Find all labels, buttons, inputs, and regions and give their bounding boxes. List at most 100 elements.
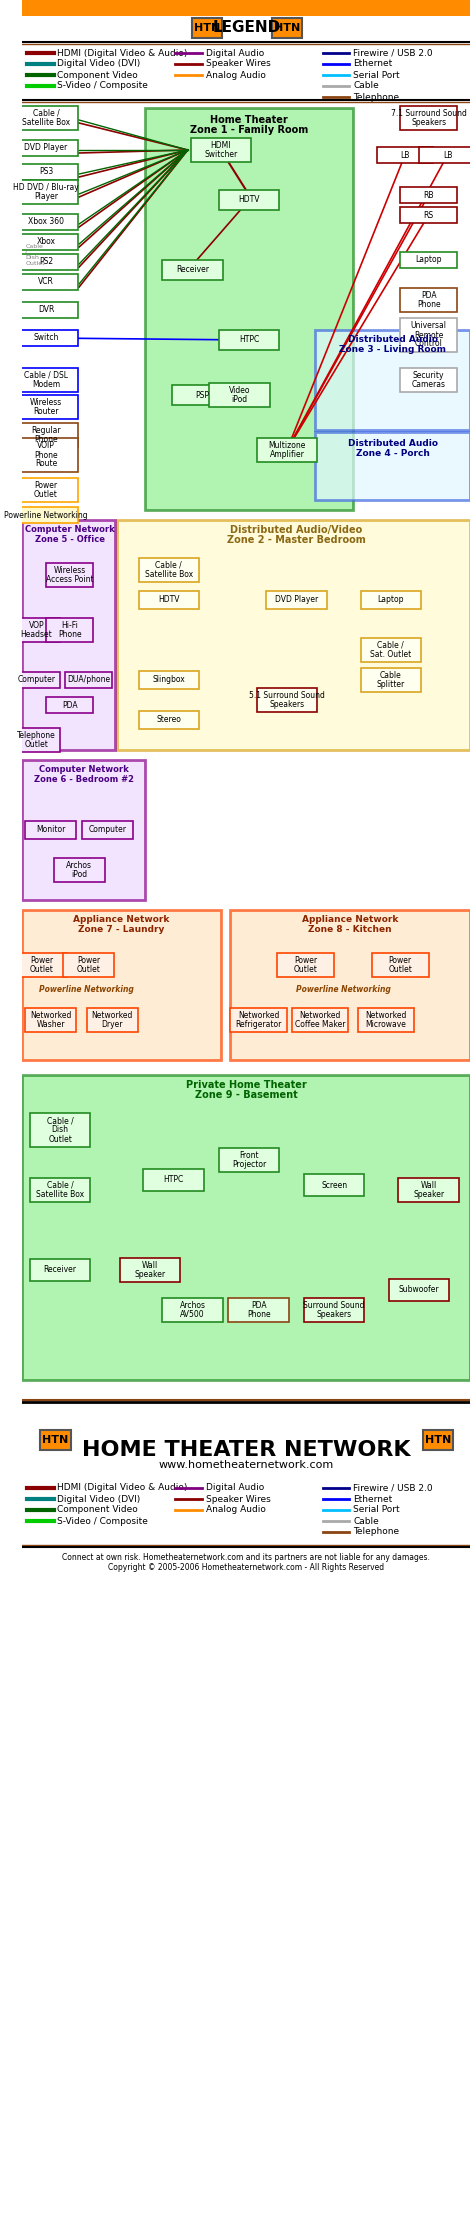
Text: Cable: Cable bbox=[353, 1517, 379, 1526]
Text: Remote: Remote bbox=[414, 331, 443, 340]
Bar bbox=[257, 438, 317, 462]
Bar bbox=[419, 147, 474, 163]
Text: Route: Route bbox=[35, 460, 57, 469]
Text: Cable: Cable bbox=[353, 80, 379, 92]
Text: Screen: Screen bbox=[321, 1180, 347, 1188]
Text: Universal: Universal bbox=[410, 322, 447, 331]
Text: Dish: Dish bbox=[52, 1126, 69, 1135]
Text: Satellite Box: Satellite Box bbox=[145, 570, 193, 579]
Bar bbox=[82, 822, 133, 840]
Text: Access Point: Access Point bbox=[46, 574, 93, 583]
Bar bbox=[210, 382, 270, 407]
Text: Serial Port: Serial Port bbox=[353, 71, 400, 80]
Text: Player: Player bbox=[34, 192, 58, 201]
Bar bbox=[14, 255, 78, 270]
Text: Cable / DSL: Cable / DSL bbox=[24, 371, 68, 380]
Text: iPod: iPod bbox=[232, 395, 248, 404]
Text: Xbox: Xbox bbox=[36, 237, 55, 246]
Text: Modem: Modem bbox=[32, 380, 60, 389]
Bar bbox=[361, 639, 421, 661]
Text: Telephone: Telephone bbox=[353, 1528, 399, 1537]
Bar bbox=[272, 18, 302, 38]
Bar bbox=[400, 369, 457, 391]
Text: Ethernet: Ethernet bbox=[353, 60, 392, 69]
Text: HDTV: HDTV bbox=[238, 197, 260, 206]
Text: PS3: PS3 bbox=[39, 168, 53, 176]
Text: Archos: Archos bbox=[66, 860, 92, 869]
Bar bbox=[257, 688, 317, 713]
Text: Wireless: Wireless bbox=[54, 565, 86, 574]
Text: Wireless: Wireless bbox=[30, 398, 62, 407]
Text: Zone 9 - Basement: Zone 9 - Basement bbox=[195, 1090, 298, 1099]
Bar bbox=[372, 954, 428, 976]
Bar bbox=[138, 710, 199, 728]
Text: Telephone: Telephone bbox=[353, 92, 399, 101]
Text: Speaker: Speaker bbox=[135, 1269, 165, 1280]
Bar bbox=[22, 760, 145, 900]
Bar bbox=[138, 592, 199, 610]
Bar bbox=[14, 181, 78, 203]
Text: Speaker: Speaker bbox=[413, 1191, 444, 1200]
Text: Power: Power bbox=[35, 480, 58, 489]
Text: Phone: Phone bbox=[34, 451, 58, 460]
Bar bbox=[400, 208, 457, 223]
Text: LB: LB bbox=[401, 150, 410, 159]
Bar bbox=[145, 107, 353, 509]
Bar bbox=[398, 1177, 459, 1202]
Text: Networked: Networked bbox=[299, 1012, 341, 1021]
Bar bbox=[230, 1008, 287, 1032]
Text: Microwave: Microwave bbox=[365, 1021, 407, 1030]
Text: www.hometheaternetwork.com: www.hometheaternetwork.com bbox=[159, 1461, 334, 1470]
Bar bbox=[228, 1298, 289, 1323]
Text: Outlet: Outlet bbox=[294, 965, 318, 974]
Bar bbox=[13, 619, 60, 641]
Text: Surround Sound: Surround Sound bbox=[303, 1300, 365, 1309]
Text: Home Theater: Home Theater bbox=[210, 114, 288, 125]
Text: Outlet: Outlet bbox=[25, 739, 48, 748]
Text: S-Video / Composite: S-Video / Composite bbox=[57, 1517, 148, 1526]
Text: Phone: Phone bbox=[417, 299, 440, 308]
Text: Speaker Wires: Speaker Wires bbox=[206, 1495, 271, 1503]
Bar bbox=[138, 670, 199, 688]
Text: Outlet: Outlet bbox=[388, 965, 412, 974]
Text: Powerline Networking: Powerline Networking bbox=[39, 985, 134, 994]
Text: HDMI (Digital Video & Audio): HDMI (Digital Video & Audio) bbox=[57, 49, 188, 58]
Text: HDMI (Digital Video & Audio): HDMI (Digital Video & Audio) bbox=[57, 1483, 188, 1492]
Text: Speakers: Speakers bbox=[411, 118, 446, 127]
Text: VOIP: VOIP bbox=[37, 442, 55, 451]
Bar bbox=[25, 822, 76, 840]
Text: Appliance Network: Appliance Network bbox=[73, 916, 170, 925]
Text: Regular: Regular bbox=[31, 427, 61, 436]
Text: HTN: HTN bbox=[193, 22, 220, 34]
Bar bbox=[14, 235, 78, 250]
Text: Speaker Wires: Speaker Wires bbox=[206, 60, 271, 69]
Text: Power: Power bbox=[294, 956, 318, 965]
Text: Networked: Networked bbox=[91, 1012, 133, 1021]
Text: Ethernet: Ethernet bbox=[353, 1495, 392, 1503]
Text: Networked: Networked bbox=[365, 1012, 407, 1021]
Text: Receiver: Receiver bbox=[44, 1264, 77, 1276]
Text: Stereo: Stereo bbox=[156, 715, 181, 724]
Bar bbox=[46, 563, 93, 588]
Text: 5.1 Surround Sound: 5.1 Surround Sound bbox=[249, 690, 325, 699]
Text: Router: Router bbox=[33, 407, 59, 416]
Text: Receiver: Receiver bbox=[176, 266, 209, 275]
Text: RS: RS bbox=[424, 210, 434, 219]
Text: Sat. Outlet: Sat. Outlet bbox=[370, 650, 411, 659]
Text: Zone 8 - Kitchen: Zone 8 - Kitchen bbox=[309, 925, 392, 934]
Text: Amplifier: Amplifier bbox=[270, 449, 304, 458]
Bar bbox=[143, 1168, 204, 1191]
Bar bbox=[65, 672, 112, 688]
Text: DVR: DVR bbox=[38, 306, 54, 315]
Text: Digital Audio: Digital Audio bbox=[206, 1483, 264, 1492]
Text: Satellite Box: Satellite Box bbox=[36, 1191, 84, 1200]
Text: Computer Network: Computer Network bbox=[39, 766, 129, 775]
Text: Xbox 360: Xbox 360 bbox=[28, 217, 64, 226]
Text: HTN: HTN bbox=[425, 1434, 451, 1445]
Text: Slingbox: Slingbox bbox=[153, 675, 185, 684]
Text: DVD Player: DVD Player bbox=[275, 596, 318, 605]
Text: Cable /: Cable / bbox=[47, 1117, 73, 1126]
Text: Networked: Networked bbox=[30, 1012, 72, 1021]
Text: Refrigerator: Refrigerator bbox=[236, 1021, 282, 1030]
Text: Headset: Headset bbox=[21, 630, 53, 639]
